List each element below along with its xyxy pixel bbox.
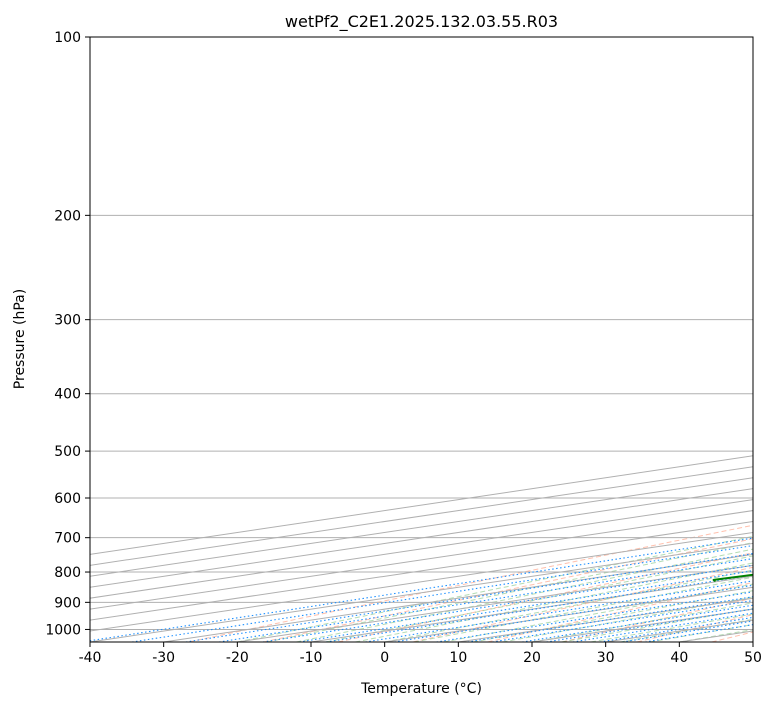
x-axis-ticks: -40 -30 -20 -10 0 10 20 30 40 50 [79, 642, 762, 666]
y-tick-label: 700 [54, 531, 81, 547]
dry-adiabat-line [412, 566, 753, 642]
y-tick-label: 200 [54, 208, 81, 224]
mixing-ratio-line [185, 553, 753, 642]
mixing-ratio-line [218, 558, 753, 642]
x-tick-label: 0 [380, 650, 389, 666]
mixing-ratio-line [572, 612, 753, 642]
y-tick-label: 100 [54, 30, 81, 46]
mixing-ratio-lines [90, 537, 753, 642]
isotherm-line [90, 488, 753, 588]
dry-adiabat-line [188, 524, 753, 642]
dry-adiabats [188, 524, 753, 642]
isotherm-line [90, 477, 753, 577]
isotherm-line [90, 521, 753, 621]
y-axis-label: Pressure (hPa) [12, 289, 28, 389]
mixing-ratio-line [131, 545, 753, 642]
x-tick-label: -40 [79, 650, 102, 666]
y-tick-label: 800 [54, 565, 81, 581]
y-tick-label: 1000 [45, 622, 81, 638]
x-tick-label: 40 [670, 650, 688, 666]
moist-adiabat-line [296, 548, 753, 642]
plot-frame [89, 36, 754, 643]
moist-adiabat-line [237, 535, 753, 642]
x-tick-label: 50 [744, 650, 762, 666]
isotherms [90, 455, 753, 642]
mixing-ratio-line [522, 604, 753, 642]
y-tick-label: 600 [54, 491, 81, 507]
x-axis-label: Temperature (°C) [360, 681, 482, 697]
isotherm-line [90, 510, 753, 610]
moist-adiabat-line [266, 542, 753, 642]
isotherm-line [90, 499, 753, 599]
dry-adiabat-line [263, 538, 753, 642]
x-tick-label: -30 [152, 650, 175, 666]
mixing-ratio-line [546, 608, 753, 642]
y-axis-ticks: 100 200 300 400 500 600 700 800 900 1000 [45, 30, 90, 638]
x-tick-label: 20 [523, 650, 541, 666]
mixing-ratio-line [599, 616, 753, 642]
dry-adiabat-line [562, 597, 753, 642]
isotherm-line [90, 455, 753, 555]
moist-adiabat-line [473, 590, 753, 642]
y-tick-label: 500 [54, 444, 81, 460]
isotherm-line [90, 466, 753, 566]
plot-area: 0.10.20.40.611.52346810131620253036-100-… [90, 37, 753, 642]
y-tick-label: 900 [54, 595, 81, 611]
isotherm-line [90, 531, 753, 632]
y-tick-label: 400 [54, 387, 81, 403]
x-tick-label: -10 [300, 650, 323, 666]
pressure-gridlines [90, 37, 753, 630]
x-tick-label: 10 [449, 650, 467, 666]
chart-title: wetPf2_C2E1.2025.132.03.55.R03 [285, 12, 558, 32]
x-tick-label: 30 [597, 650, 615, 666]
y-tick-label: 300 [54, 313, 81, 329]
x-tick-label: -20 [226, 650, 249, 666]
